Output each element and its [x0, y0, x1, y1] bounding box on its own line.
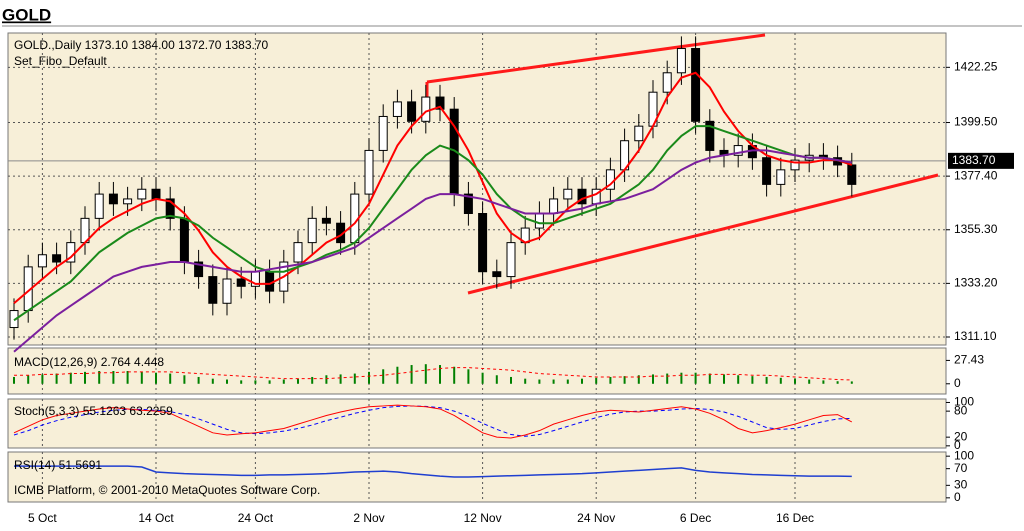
- main-panel: [7, 32, 947, 346]
- candle-body: [790, 159, 800, 171]
- candle-body: [222, 278, 232, 304]
- candle-body: [534, 213, 544, 229]
- candle-body: [506, 242, 516, 278]
- y-tick-label: 1355.30: [954, 222, 998, 236]
- moving-average: [13, 125, 852, 322]
- candle-body: [662, 72, 672, 93]
- indicator-label: RSI(14) 51.5691: [14, 458, 102, 472]
- trend-line: [467, 173, 939, 295]
- last-price-box: [948, 152, 1014, 169]
- x-tick-label: 24 Oct: [238, 511, 274, 525]
- candle-body: [179, 217, 189, 263]
- candle-body: [236, 278, 246, 287]
- y-tick-label: 80: [954, 403, 968, 417]
- candle-body: [392, 101, 402, 117]
- y-tick-label: 0: [954, 438, 961, 452]
- indicator-label: Stoch(5,3,3) 55.1263 63.2259: [14, 404, 173, 418]
- chart-subtitle: GOLD.,Daily 1373.10 1384.00 1372.70 1383…: [14, 38, 269, 52]
- stoch-panel: [7, 398, 947, 449]
- candle-body: [151, 188, 161, 200]
- candle-body: [691, 48, 701, 122]
- candle-body: [847, 164, 857, 185]
- candle-body: [634, 125, 644, 142]
- candle-body: [9, 310, 19, 329]
- macd-panel: [7, 347, 947, 395]
- candle-body: [108, 193, 118, 205]
- indicator-label: MACD(12,26,9) 2.764 4.448: [14, 355, 164, 369]
- y-tick-label: 1422.25: [954, 60, 998, 74]
- y-tick-label: 27.43: [954, 353, 984, 367]
- copyright-note: ICMB Platform, © 2001-2010 MetaQuotes So…: [14, 483, 320, 497]
- moving-average: [13, 149, 852, 353]
- candle-body: [52, 254, 62, 263]
- candle-body: [492, 271, 502, 278]
- y-tick-label: 20: [954, 429, 968, 443]
- candle-body: [137, 188, 147, 200]
- moving-average: [13, 71, 853, 305]
- candle-body: [94, 193, 104, 219]
- y-tick-label: 30: [954, 478, 968, 492]
- candle-body: [421, 96, 431, 122]
- candle-body: [293, 242, 303, 263]
- candle-body: [463, 193, 473, 215]
- y-tick-label: 0: [954, 376, 961, 390]
- trend-line: [426, 33, 766, 84]
- candle-body: [37, 254, 47, 268]
- candle-body: [378, 115, 388, 151]
- candle-body: [307, 217, 317, 244]
- y-tick-label: 100: [954, 395, 974, 409]
- candle-body: [676, 48, 686, 74]
- y-tick-label: 1377.40: [954, 168, 998, 182]
- candle-body: [733, 145, 743, 156]
- candle-body: [364, 149, 374, 195]
- template-name: Set_Fibo_Default: [14, 54, 107, 68]
- candle-body: [435, 96, 445, 110]
- y-tick-label: 1333.20: [954, 276, 998, 290]
- y-tick-label: 100: [954, 448, 974, 462]
- y-tick-label: 1399.50: [954, 115, 998, 129]
- y-tick-label: 70: [954, 461, 968, 475]
- x-tick-label: 2 Nov: [353, 511, 384, 525]
- chart-title: GOLD: [2, 5, 51, 24]
- y-tick-label: 0: [954, 490, 961, 504]
- candle-body: [194, 261, 204, 278]
- candle-body: [577, 188, 587, 205]
- stoch-main: [13, 404, 853, 439]
- candle-body: [123, 198, 133, 205]
- x-tick-label: 12 Nov: [464, 511, 502, 525]
- candle-body: [563, 188, 573, 200]
- rsi-line: [14, 465, 852, 478]
- x-tick-label: 16 Dec: [776, 511, 814, 525]
- x-tick-label: 24 Nov: [577, 511, 615, 525]
- candle-body: [407, 101, 417, 122]
- x-tick-label: 5 Oct: [28, 511, 57, 525]
- x-tick-label: 6 Dec: [680, 511, 711, 525]
- y-tick-label: 1311.10: [954, 329, 997, 343]
- candle-body: [776, 169, 786, 185]
- stoch-signal: [13, 405, 852, 437]
- candle-body: [705, 120, 715, 151]
- x-tick-label: 14 Oct: [138, 511, 174, 525]
- candle-body: [478, 213, 488, 273]
- candle-body: [762, 157, 772, 185]
- candle-body: [549, 198, 559, 215]
- candle-body: [208, 276, 218, 304]
- last-price-label: 1383.70: [952, 153, 996, 167]
- candle-body: [165, 198, 175, 219]
- macd-signal: [14, 367, 852, 381]
- candle-body: [321, 217, 331, 224]
